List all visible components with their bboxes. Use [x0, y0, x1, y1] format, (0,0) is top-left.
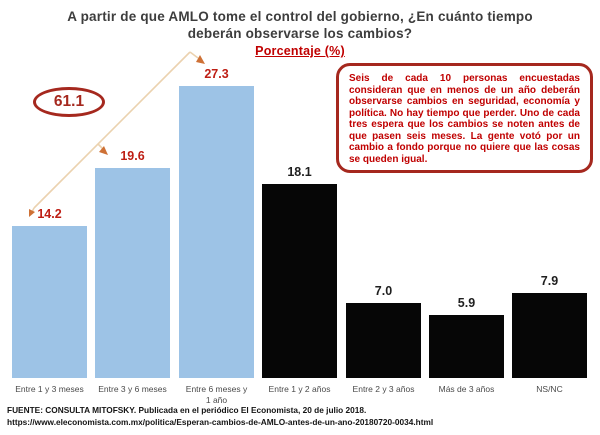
bar — [429, 315, 504, 378]
bar-value-label: 7.0 — [374, 284, 393, 298]
source-text: FUENTE: CONSULTA MITOFSKY. Publicada en … — [7, 405, 367, 415]
bar — [179, 86, 254, 378]
bar-value-label: 14.2 — [37, 207, 62, 221]
x-axis-label: Entre 2 y 3 años — [352, 384, 415, 394]
bar — [262, 184, 337, 378]
chart-title: A partir de que AMLO tome el control del… — [0, 8, 600, 42]
x-axis-label: Entre 6 meses y 1 año — [185, 384, 248, 405]
footer: FUENTE: CONSULTA MITOFSKY. Publicada en … — [7, 404, 567, 428]
bar-value-label: 5.9 — [457, 296, 476, 310]
chart-title-line1: A partir de que AMLO tome el control del… — [67, 9, 533, 24]
x-axis-label: Entre 1 y 3 meses — [15, 384, 84, 394]
arrow-head-icon — [196, 55, 205, 64]
bar-value-label: 18.1 — [287, 165, 312, 179]
x-axis-label: Más de 3 años — [438, 384, 495, 394]
sum-annotation-value: 61.1 — [53, 93, 85, 110]
source-url: https://www.eleconomista.com.mx/politica… — [7, 417, 434, 427]
chart-subtitle: Porcentaje (%) — [255, 44, 345, 58]
bar-value-label: 19.6 — [120, 149, 145, 163]
chart-title-line2: deberán observarse los cambios? — [187, 26, 413, 41]
x-axis-label: Entre 3 y 6 meses — [98, 384, 167, 394]
bar — [346, 303, 421, 378]
bar — [95, 168, 170, 378]
sum-annotation: 61.1 — [33, 87, 105, 117]
bar-value-label: 27.3 — [204, 67, 229, 81]
x-axis-label: Entre 1 y 2 años — [268, 384, 331, 394]
x-axis-label: NS/NC — [536, 384, 563, 394]
bar — [512, 293, 587, 378]
bar-value-label: 7.9 — [540, 274, 559, 288]
bar — [12, 226, 87, 378]
callout-box: Seis de cada 10 personas encuestadas con… — [336, 63, 593, 173]
